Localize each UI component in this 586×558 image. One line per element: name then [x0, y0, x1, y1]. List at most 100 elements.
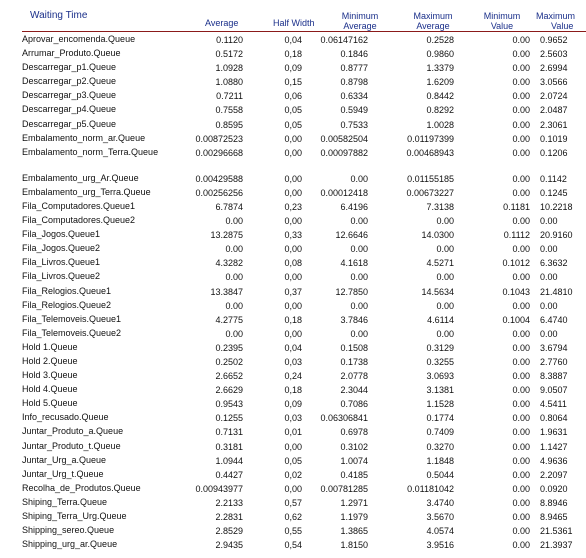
cell-minimum-value: 0.00 [512, 147, 530, 158]
table-row: Hold 5.Queue 0.9543 0,09 0.7086 1.1528 0.00 4.… [0, 397, 586, 411]
cell-average: 0.7131 [215, 427, 243, 438]
cell-average: 6.7874 [215, 201, 243, 212]
cell-maximum-value: 21.5361 [540, 526, 573, 537]
cell-minimum-value: 0.00 [512, 63, 530, 74]
cell-maximum-average: 0.9860 [426, 49, 454, 60]
cell-minimum-average: 12.6646 [335, 230, 368, 241]
table-row: Shiping_Terra_Urg.Queue 2.2831 0,62 1.1979 3… [0, 510, 586, 524]
cell-half-width: 0,00 [284, 244, 302, 255]
table-row: Fila_Jogos.Queue1 13.2875 0,33 12.6646 14.03… [0, 228, 586, 242]
row-name: Descarregar_p1.Queue [22, 62, 117, 73]
table-row: Hold 2.Queue 0.2502 0,03 0.1738 0.3255 0.00 2.… [0, 355, 586, 369]
cell-average: 0.00 [225, 300, 243, 311]
cell-minimum-average: 0.6334 [340, 91, 368, 102]
table-row: Recolha_de_Produtos.Queue 0.00943977 0,00 0… [0, 482, 586, 496]
cell-minimum-value: 0.1012 [502, 258, 530, 269]
cell-minimum-average: 0.8798 [340, 77, 368, 88]
cell-minimum-average: 1.0074 [340, 455, 368, 466]
cell-maximum-average: 0.3255 [426, 356, 454, 367]
row-name: Shiping_Terra.Queue [22, 496, 108, 507]
cell-half-width: 0,09 [284, 63, 302, 74]
cell-minimum-value: 0.00 [512, 356, 530, 367]
cell-maximum-average: 4.6114 [427, 314, 454, 325]
cell-minimum-value: 0.00 [512, 187, 530, 198]
cell-maximum-average: 1.1848 [426, 455, 454, 466]
cell-minimum-value: 0.00 [512, 244, 530, 255]
cell-average: 2.6629 [215, 385, 243, 396]
cell-maximum-value: 6.3632 [540, 258, 568, 269]
cell-average: 1.0944 [215, 455, 243, 466]
cell-maximum-value: 1.9631 [540, 427, 568, 438]
cell-maximum-value: 2.2097 [540, 469, 568, 480]
cell-minimum-value: 0.00 [512, 133, 530, 144]
cell-maximum-average: 0.8442 [426, 91, 454, 102]
cell-maximum-average: 3.9516 [426, 540, 454, 551]
cell-average: 4.2775 [215, 314, 243, 325]
header-divider [22, 31, 586, 32]
table-row: Info_recusado.Queue 0.1255 0,03 0.06306841 0… [0, 411, 586, 425]
cell-minimum-value: 0.00 [512, 399, 530, 410]
cell-minimum-average: 0.6978 [340, 427, 368, 438]
cell-half-width: 0,37 [284, 286, 302, 297]
cell-maximum-average: 0.00 [436, 216, 454, 227]
cell-maximum-value: 1.1427 [540, 441, 568, 452]
cell-maximum-average: 4.5271 [426, 258, 454, 269]
cell-minimum-value: 0.00 [512, 119, 530, 130]
cell-half-width: 0,00 [284, 441, 302, 452]
cell-half-width: 0,04 [284, 35, 302, 45]
table-row: Juntar_Urg_a.Queue 1.0944 0,05 1.0074 1.1848… [0, 454, 586, 468]
cell-average: 0.4427 [215, 469, 243, 480]
cell-average: 0.8595 [215, 119, 243, 130]
cell-maximum-average: 0.5044 [426, 469, 454, 480]
cell-minimum-value: 0.00 [512, 216, 530, 227]
cell-minimum-average: 3.7846 [340, 314, 368, 325]
col-header-maximum-value-2: Value [551, 21, 574, 31]
cell-maximum-average: 0.2528 [426, 35, 454, 45]
cell-maximum-value: 4.9636 [540, 455, 568, 466]
cell-half-width: 0,01 [284, 427, 302, 438]
cell-average: 0.1255 [215, 413, 243, 424]
cell-maximum-average: 3.5670 [426, 512, 454, 522]
cell-maximum-value: 0.1142 [540, 173, 567, 184]
cell-maximum-value: 20.9160 [540, 230, 573, 241]
cell-half-width: 0,00 [284, 272, 302, 283]
cell-half-width: 0,09 [284, 399, 302, 410]
cell-minimum-average: 0.7533 [340, 119, 368, 130]
table-title: Waiting Time [30, 10, 88, 21]
row-name: Embalamento_norm_Terra.Queue [22, 146, 159, 157]
cell-minimum-average: 0.06147162 [320, 35, 368, 45]
table-row: Fila_Telemoveis.Queue2 0.00 0,00 0.00 0.00 0.… [0, 327, 586, 341]
cell-minimum-value: 0.00 [512, 385, 530, 396]
cell-half-width: 0,05 [284, 455, 302, 466]
cell-maximum-value: 3.0566 [540, 77, 568, 88]
table-row: Fila_Livros.Queue2 0.00 0,00 0.00 0.00 0.00 0.… [0, 270, 586, 284]
table-row: Descarregar_p2.Queue 1.0880 0,15 0.8798 1.62… [0, 75, 586, 89]
cell-maximum-value: 2.6994 [540, 63, 568, 74]
table-row: Fila_Computadores.Queue1 6.7874 0,23 6.4196… [0, 200, 586, 214]
row-name: Shipping_sereo.Queue [22, 525, 115, 536]
cell-minimum-average: 2.0778 [340, 371, 368, 382]
row-name: Hold 5.Queue [22, 398, 78, 409]
cell-half-width: 0,00 [284, 216, 302, 227]
row-name: Arrumar_Produto.Queue [22, 48, 121, 59]
col-header-minimum-average-1: Minimum [341, 11, 379, 21]
cell-minimum-value: 0.00 [512, 483, 530, 494]
cell-average: 0.7558 [215, 105, 243, 116]
cell-minimum-value: 0.1004 [502, 314, 530, 325]
cell-half-width: 0,15 [284, 77, 302, 88]
col-header-maximum-average-1: Maximum [413, 11, 453, 21]
cell-minimum-average: 1.8150 [340, 540, 368, 551]
cell-minimum-value: 0.00 [512, 469, 530, 480]
cell-minimum-value: 0.00 [512, 300, 530, 311]
cell-maximum-value: 2.0724 [540, 91, 568, 102]
row-name: Descarregar_p3.Queue [22, 90, 117, 101]
cell-average: 0.3181 [215, 441, 243, 452]
cell-average: 2.9435 [215, 540, 243, 551]
row-name: Fila_Computadores.Queue2 [22, 215, 136, 226]
row-name: Juntar_Produto_a.Queue [22, 426, 124, 437]
row-name: Fila_Computadores.Queue1 [22, 200, 136, 211]
row-name: Fila_Telemoveis.Queue2 [22, 327, 122, 338]
table-row: Shipping_urg_ar.Queue 2.9435 0,54 1.8150 3.9… [0, 538, 586, 552]
cell-maximum-average: 0.7409 [426, 427, 454, 438]
row-name: Hold 2.Queue [22, 355, 78, 366]
